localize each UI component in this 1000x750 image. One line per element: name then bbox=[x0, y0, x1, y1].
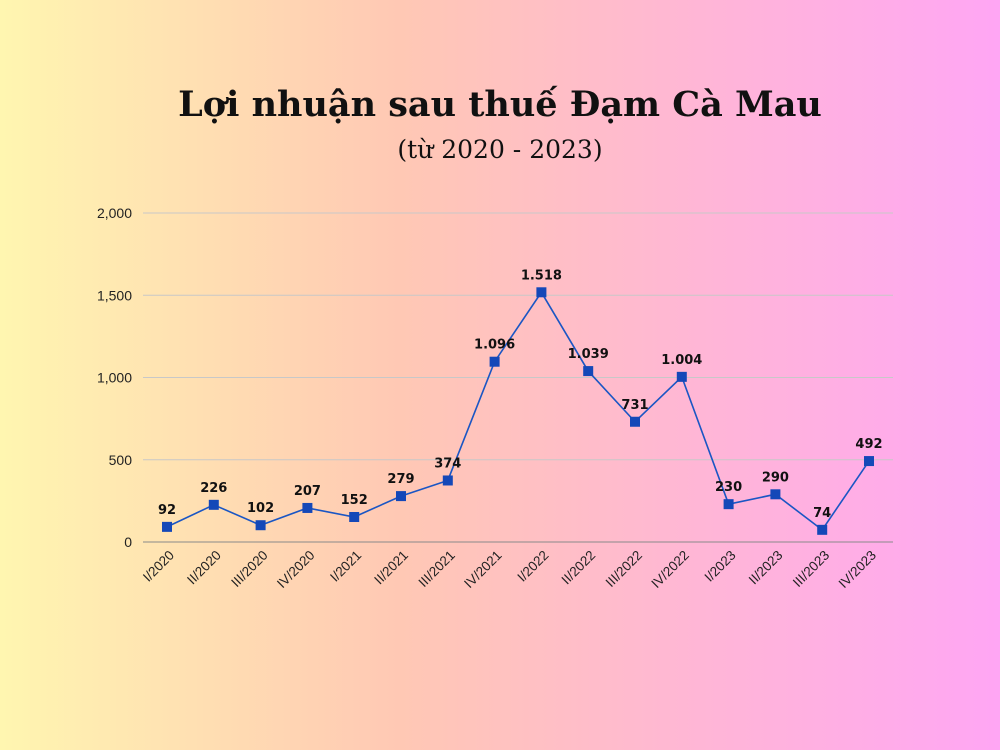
data-point-marker bbox=[208, 499, 219, 510]
data-label: 226 bbox=[200, 481, 227, 496]
data-label: 207 bbox=[294, 484, 321, 499]
y-tick-label: 1,500 bbox=[97, 287, 132, 303]
y-tick-label: 500 bbox=[109, 452, 133, 468]
data-point-marker bbox=[255, 520, 266, 531]
x-tick-label: I/2022 bbox=[514, 548, 551, 585]
data-label: 102 bbox=[247, 501, 274, 516]
series-line-layer bbox=[166, 290, 870, 531]
data-point-marker bbox=[396, 491, 406, 502]
data-label: 1.096 bbox=[474, 338, 515, 353]
data-point-marker bbox=[302, 502, 313, 513]
data-label: 1.004 bbox=[661, 353, 702, 368]
x-tick-label: II/2021 bbox=[371, 548, 411, 588]
data-label: 1.518 bbox=[521, 268, 562, 283]
data-label: 731 bbox=[621, 398, 648, 413]
data-label: 492 bbox=[855, 437, 882, 452]
x-tick-label: III/2023 bbox=[790, 548, 832, 590]
data-point-marker bbox=[630, 416, 640, 427]
data-point-marker bbox=[349, 511, 360, 522]
data-point-marker bbox=[583, 366, 594, 377]
gridlines bbox=[143, 212, 893, 543]
data-point-marker bbox=[817, 524, 828, 535]
x-tick-label: III/2021 bbox=[415, 548, 457, 590]
x-tick-label: II/2020 bbox=[184, 548, 224, 588]
data-label: 152 bbox=[341, 493, 368, 508]
x-tick-label: IV/2022 bbox=[648, 548, 692, 592]
series-line bbox=[166, 290, 870, 531]
data-label: 279 bbox=[387, 472, 414, 487]
data-point-marker bbox=[442, 475, 453, 486]
x-axis-ticks: I/2020 II/2020 III/2020 IV/2020 I/2021 II/202… bbox=[140, 548, 879, 592]
y-tick-label: 1,000 bbox=[97, 370, 132, 386]
x-tick-label: I/2020 bbox=[140, 548, 177, 585]
data-point-marker bbox=[723, 499, 734, 510]
x-tick-label: IV/2020 bbox=[274, 548, 318, 592]
data-point-marker bbox=[162, 521, 172, 532]
data-label: 290 bbox=[762, 470, 789, 485]
y-axis-ticks: 0 500 1,000 1,500 2,000 bbox=[97, 205, 132, 550]
data-point-marker bbox=[536, 287, 547, 298]
data-point-marker bbox=[676, 371, 687, 382]
y-tick-label: 0 bbox=[124, 534, 132, 550]
data-label: 74 bbox=[813, 506, 831, 521]
x-tick-label: IV/2023 bbox=[836, 548, 880, 592]
data-labels: 92 226 102 207 152 279 374 1.096 1.518 1.039 731 1.… bbox=[158, 268, 883, 521]
data-point-marker bbox=[489, 356, 500, 367]
x-tick-label: II/2023 bbox=[746, 548, 786, 588]
data-label: 92 bbox=[158, 503, 176, 518]
data-label: 230 bbox=[715, 480, 742, 495]
data-label: 374 bbox=[434, 456, 461, 471]
chart-title: Lợi nhuận sau thuế Đạm Cà Mau bbox=[178, 84, 822, 125]
chart-subtitle: (từ 2020 - 2023) bbox=[397, 135, 603, 164]
x-tick-label: I/2023 bbox=[702, 548, 739, 585]
data-point-marker bbox=[770, 489, 781, 500]
data-markers bbox=[162, 287, 874, 535]
x-tick-label: III/2020 bbox=[228, 548, 270, 590]
x-tick-label: I/2021 bbox=[327, 548, 364, 585]
x-tick-label: IV/2021 bbox=[461, 548, 505, 592]
x-tick-label: III/2022 bbox=[603, 548, 645, 590]
y-tick-label: 2,000 bbox=[97, 205, 132, 221]
data-label: 1.039 bbox=[568, 347, 609, 362]
data-point-marker bbox=[864, 456, 874, 467]
x-tick-label: II/2022 bbox=[559, 548, 599, 588]
